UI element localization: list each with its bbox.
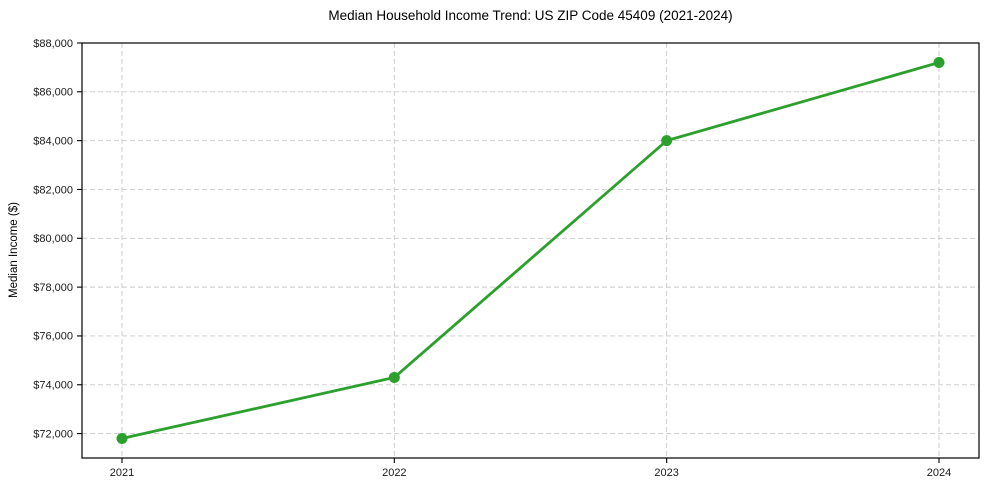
series-line xyxy=(120,61,941,440)
y-tick-label: $74,000 xyxy=(33,380,73,392)
x-tick-label: 2023 xyxy=(654,467,678,479)
data-point-marker xyxy=(933,57,945,69)
x-tick-label: 2024 xyxy=(927,467,951,479)
x-tick-label: 2022 xyxy=(382,467,406,479)
data-point-marker xyxy=(116,432,128,444)
y-tick-label: $84,000 xyxy=(33,135,73,147)
y-tick-label: $78,000 xyxy=(33,282,73,294)
y-tick-label: $72,000 xyxy=(33,428,73,440)
y-tick-label: $86,000 xyxy=(33,87,73,99)
data-point-marker xyxy=(388,371,400,383)
plot-border xyxy=(81,42,980,459)
y-tick-label: $80,000 xyxy=(33,233,73,245)
y-tick-label: $88,000 xyxy=(33,38,73,50)
chart-title: Median Household Income Trend: US ZIP Co… xyxy=(328,8,733,23)
y-tick-label: $82,000 xyxy=(33,184,73,196)
x-tick-label: 2021 xyxy=(110,467,134,479)
data-point-marker xyxy=(661,135,673,147)
y-axis-title: Median Income ($) xyxy=(8,202,20,298)
y-tick-label: $76,000 xyxy=(33,331,73,343)
